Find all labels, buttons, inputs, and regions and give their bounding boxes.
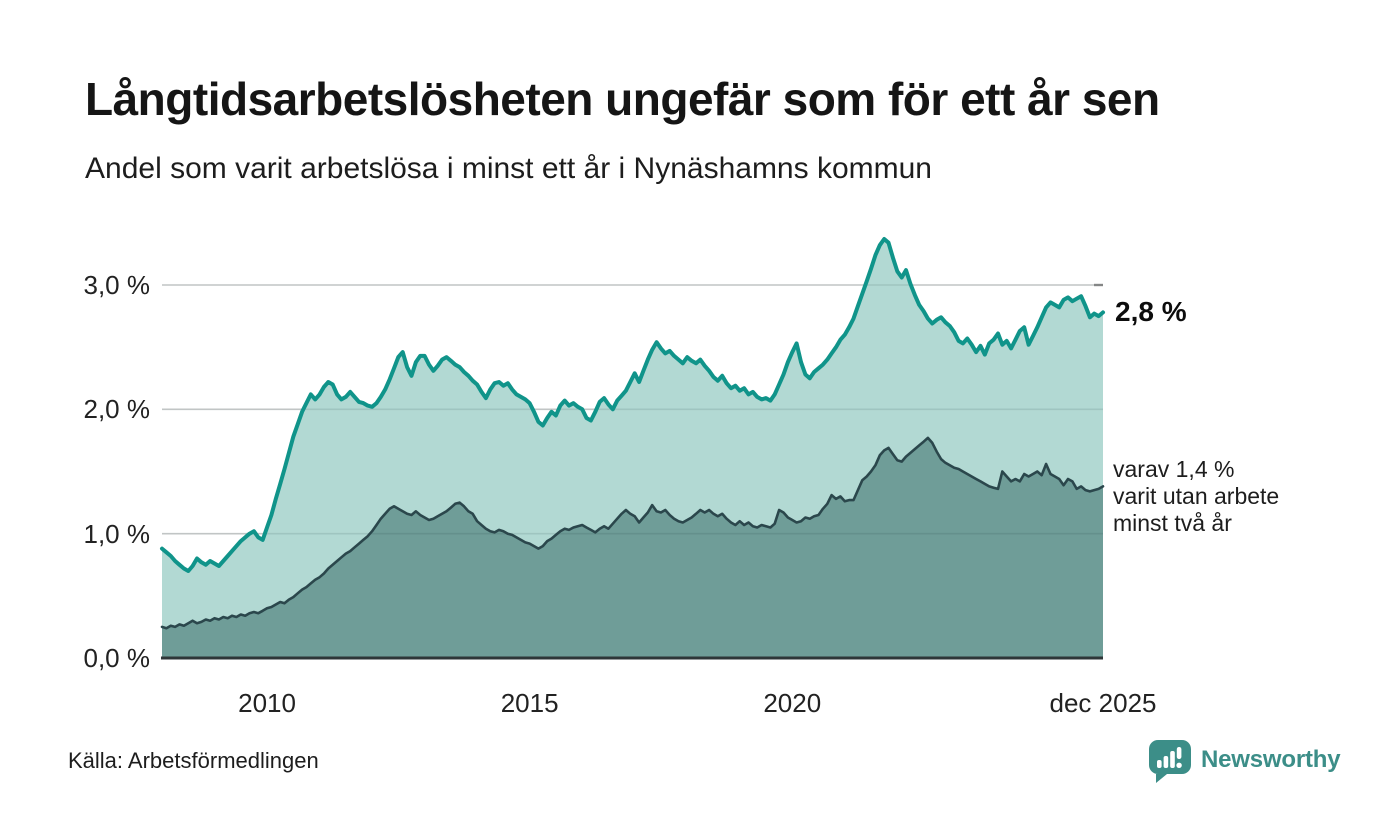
- series-line: [160, 237, 1105, 573]
- newsworthy-logo: Newsworthy: [1145, 736, 1341, 784]
- speech-bubble-shape: [1149, 740, 1191, 783]
- y-axis-label: 1,0 %: [83, 518, 151, 549]
- source-attribution: Källa: Arbetsförmedlingen: [68, 748, 319, 773]
- secondary-series-label-line1: varav 1,4 %: [1113, 456, 1235, 483]
- exclamation-bar: [1176, 747, 1182, 759]
- page-title: Långtidsarbetslösheten ungefär som för e…: [85, 73, 1160, 125]
- newsworthy-bubble-chart-icon: [1149, 740, 1191, 783]
- y-axis-label: 2,0 %: [83, 394, 151, 425]
- y-axis-label: 0,0 %: [83, 643, 151, 673]
- x-axis-label: 2020: [763, 688, 822, 718]
- x-axis-label: 2015: [500, 688, 559, 718]
- bar-medium: [1163, 756, 1169, 768]
- secondary-series-label-line2: varit utan arbete: [1113, 483, 1280, 510]
- exclamation-dot: [1176, 762, 1182, 768]
- series-line: [160, 436, 1105, 630]
- end-value-label: 2,8 %: [1115, 296, 1187, 328]
- area-fill: [162, 437, 1103, 658]
- x-axis-label: dec 2025: [1049, 688, 1157, 718]
- bar-large: [1170, 751, 1175, 768]
- y-axis-label: 3,0 %: [83, 270, 151, 300]
- bar-small: [1157, 760, 1162, 768]
- secondary-series-label: varav 1,4 % varit utan arbete minst två …: [1113, 456, 1279, 537]
- brand-name: Newsworthy: [1201, 746, 1341, 773]
- x-axis-label: 2010: [238, 688, 296, 718]
- page-subtitle: Andel som varit arbetslösa i minst ett å…: [85, 152, 932, 185]
- secondary-series-label-line3: minst två år: [1113, 510, 1232, 537]
